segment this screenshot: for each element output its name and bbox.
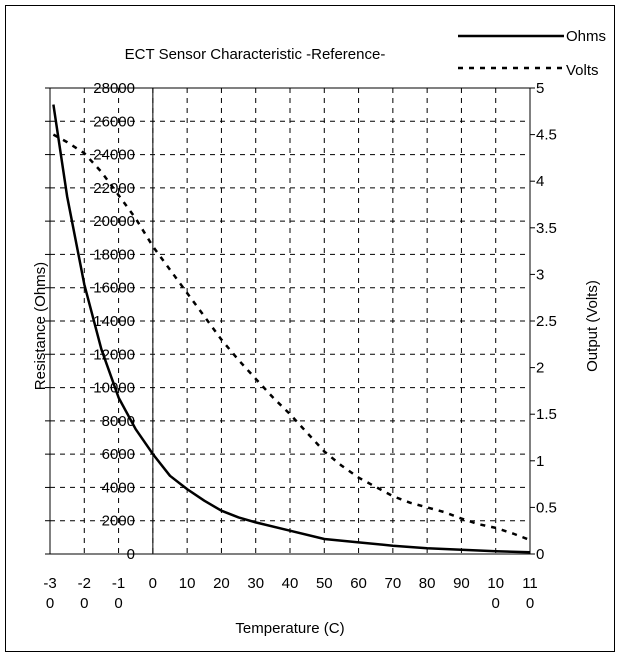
x-tick-label: 0 — [149, 575, 157, 592]
x-tick-label: 70 — [385, 575, 402, 592]
y2-tick-label: 1.5 — [536, 406, 557, 423]
x-tick-label: 30 — [247, 575, 264, 592]
y-tick-label: 2000 — [102, 513, 135, 530]
y-tick-label: 8000 — [102, 413, 135, 430]
x-tick-label: 20 — [213, 575, 230, 592]
x-tick-label: 11 — [522, 575, 538, 592]
x-tick-label: 90 — [453, 575, 470, 592]
x-tick-label: 80 — [419, 575, 436, 592]
y2-tick-label: 4.5 — [536, 127, 557, 144]
series-ohms-line — [52, 104, 531, 554]
x-tick-label: 0 — [492, 595, 500, 612]
y-tick-label: 18000 — [93, 246, 135, 263]
y-tick-label: 28000 — [93, 80, 135, 97]
x-tick-label: 10 — [179, 575, 196, 592]
y2-tick-label: 2.5 — [536, 313, 557, 330]
x-tick-label: 50 — [316, 575, 333, 592]
y-tick-label: 4000 — [102, 479, 135, 496]
y-tick-label: 20000 — [93, 213, 135, 230]
series-volts-line — [52, 133, 531, 542]
y2-axis-label: Output (Volts) — [584, 280, 601, 372]
y-tick-label: 16000 — [93, 280, 135, 297]
y-tick-label: 24000 — [93, 147, 135, 164]
grid-lines — [50, 88, 530, 554]
x-tick-label: 0 — [46, 595, 54, 612]
x-tick-label: 0 — [114, 595, 122, 612]
x-tick-label: -2 — [78, 575, 91, 592]
legend: Ohms Volts — [458, 28, 606, 79]
y-tick-label: 26000 — [93, 113, 135, 130]
x-tick-label: 40 — [282, 575, 299, 592]
y2-tick-label: 3.5 — [536, 220, 557, 237]
chart-title: ECT Sensor Characteristic -Reference- — [125, 46, 386, 63]
legend-ohms-label: Ohms — [566, 28, 606, 45]
x-tick-label: 10 — [487, 575, 504, 592]
x-axis-label: Temperature (C) — [235, 620, 344, 637]
y2-tick-label: 0 — [536, 546, 544, 563]
y2-tick-label: 2 — [536, 360, 544, 377]
legend-volts-label: Volts — [566, 62, 599, 79]
y-tick-label: 12000 — [93, 346, 135, 363]
y2-tick-label: 4 — [536, 173, 544, 190]
y-tick-label: 22000 — [93, 180, 135, 197]
series-lines — [52, 104, 531, 554]
x-tick-label: 60 — [350, 575, 367, 592]
y2-tick-label: 0.5 — [536, 499, 557, 516]
y2-tick-label: 3 — [536, 266, 544, 283]
x-tick-label: -1 — [112, 575, 125, 592]
y-tick-label: 6000 — [102, 446, 135, 463]
y2-tick-label: 5 — [536, 80, 544, 97]
x-tick-label: 0 — [80, 595, 88, 612]
y-axis-label: Resistance (Ohms) — [32, 262, 49, 390]
x-tick-label: 0 — [526, 595, 534, 612]
y-tick-label: 0 — [127, 546, 135, 563]
y-tick-label: 14000 — [93, 313, 135, 330]
axis-ticks: -30-20-100 10 20 30 40 50 60 70 80 90 100110020004… — [43, 80, 557, 612]
chart-frame — [5, 5, 615, 652]
y2-tick-label: 1 — [536, 453, 544, 470]
x-tick-label: -3 — [43, 575, 56, 592]
